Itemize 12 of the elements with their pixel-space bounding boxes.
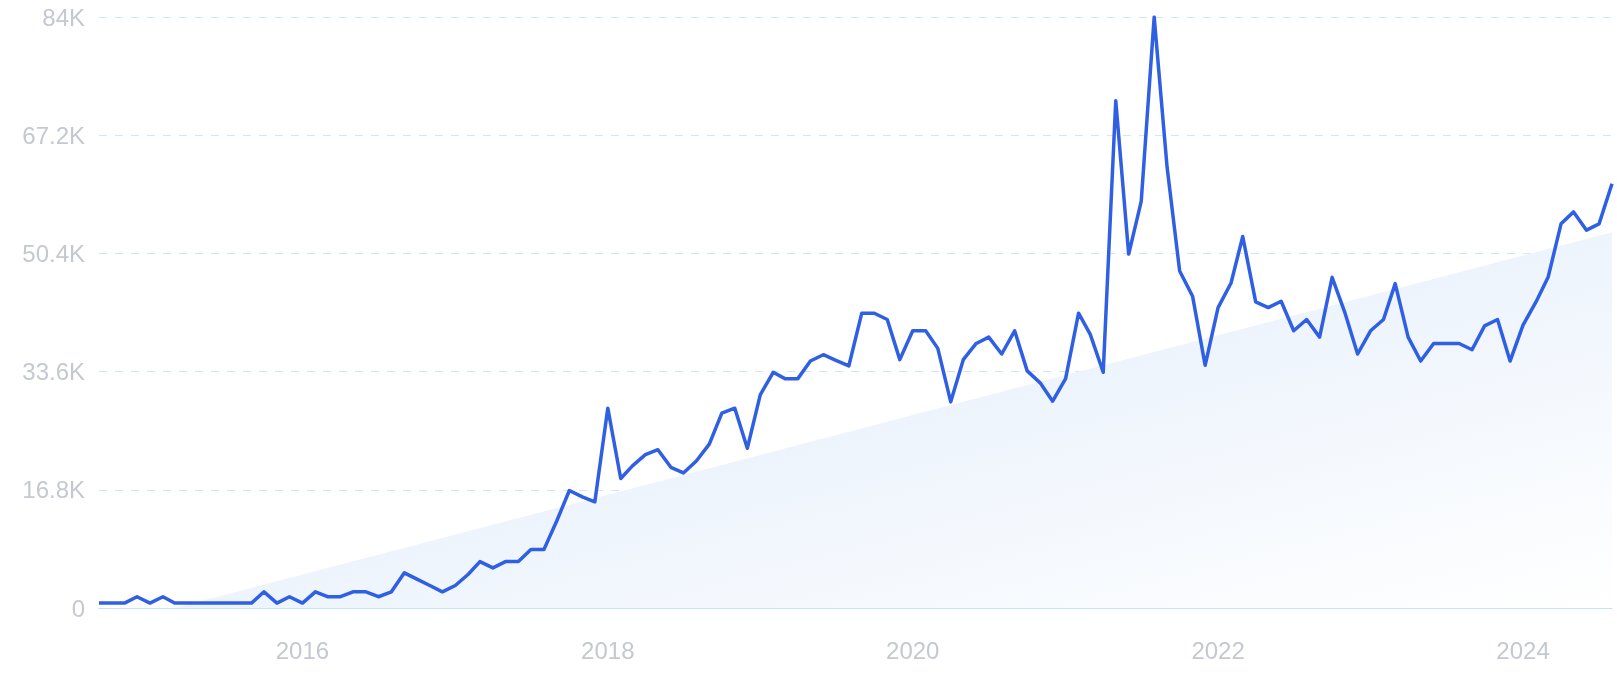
x-tick-label: 2020 [886, 636, 940, 664]
y-tick-label: 84K [42, 3, 85, 31]
y-tick-label: 16.8K [22, 476, 85, 504]
y-tick-label: 67.2K [22, 121, 85, 149]
y-tick-label: 33.6K [22, 358, 85, 386]
y-tick-label: 0 [71, 594, 85, 622]
x-tick-label: 2018 [581, 636, 635, 664]
x-tick-label: 2022 [1191, 636, 1245, 664]
line-series [97, 15, 1614, 605]
x-tick-label: 2024 [1496, 636, 1550, 664]
y-tick-label: 50.4K [22, 239, 85, 267]
x-tick-label: 2016 [275, 636, 330, 664]
